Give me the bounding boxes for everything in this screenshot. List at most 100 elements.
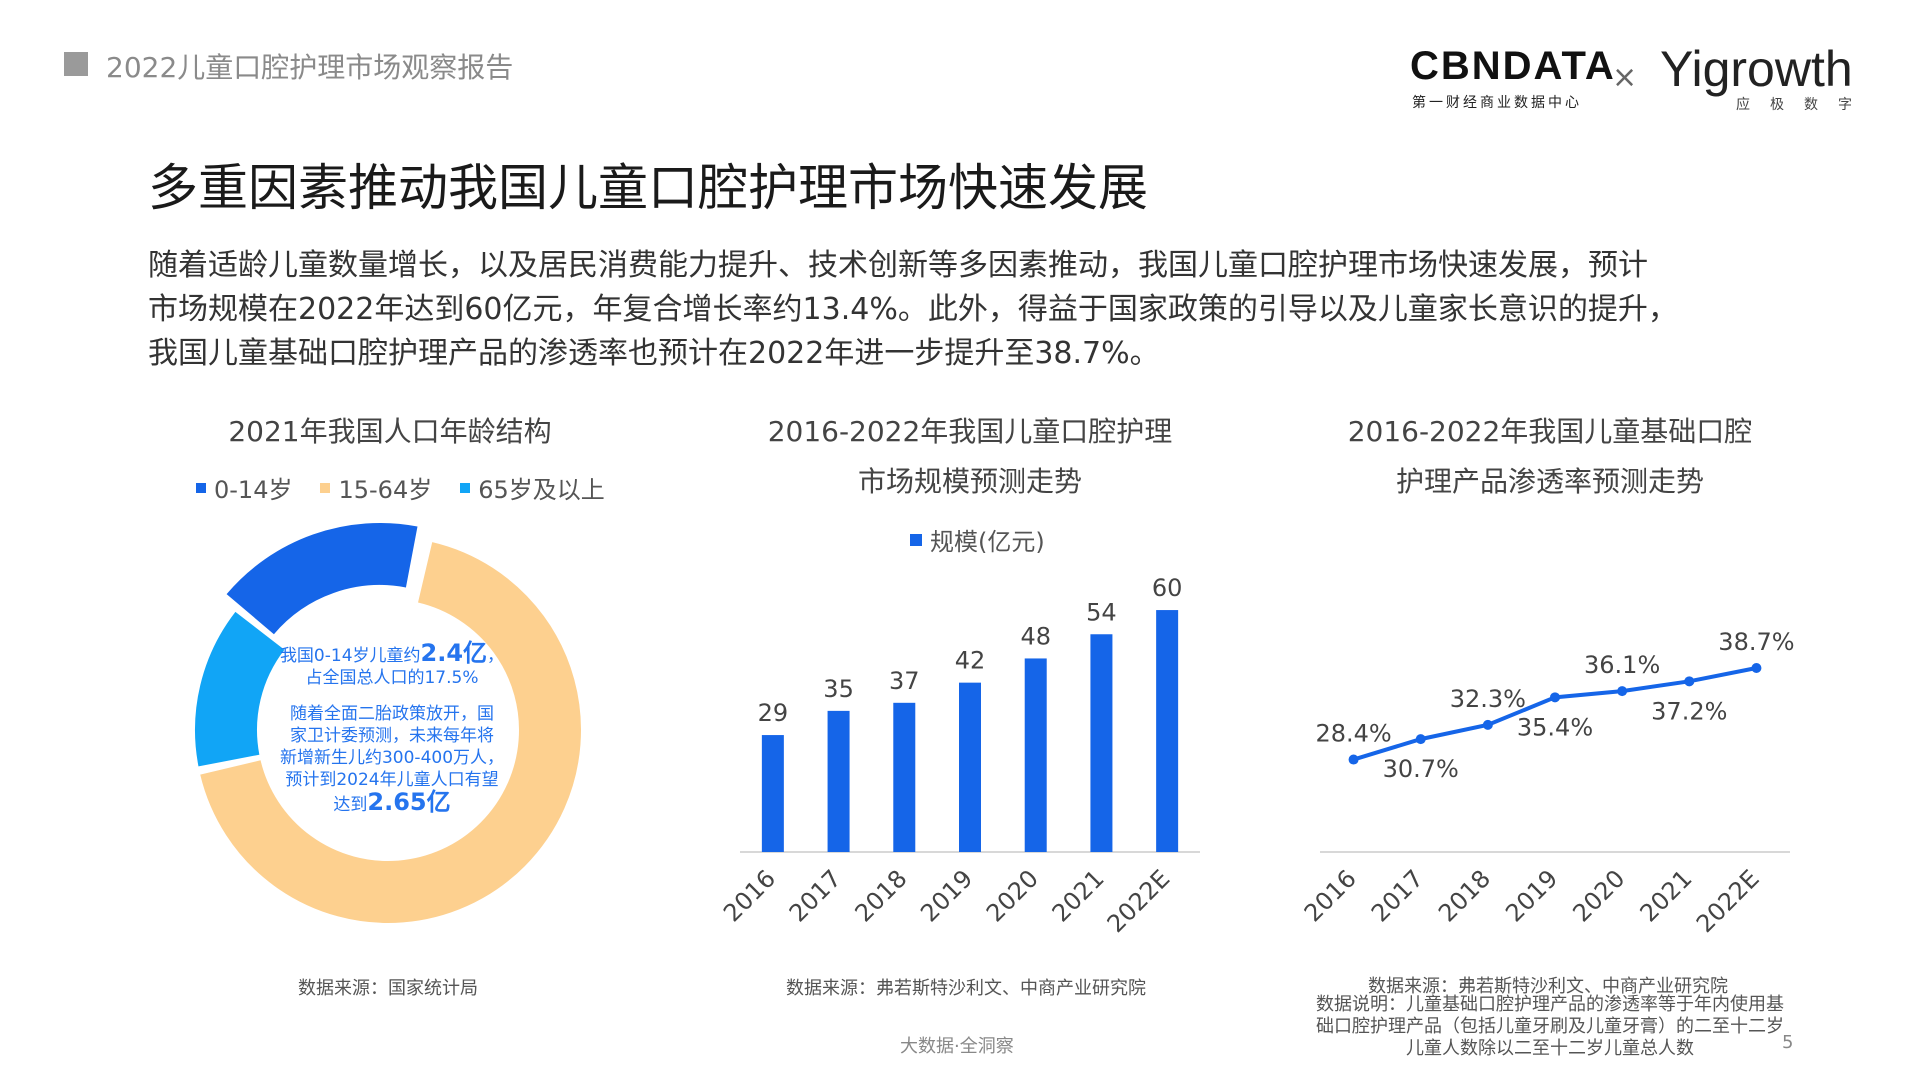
line-chart-title-line1: 2016-2022年我国儿童基础口腔 bbox=[1347, 415, 1753, 448]
legend-label: 规模(亿元) bbox=[930, 528, 1045, 556]
note-line: 儿童人数除以二至十二岁儿童总人数 bbox=[1406, 1038, 1694, 1059]
bar-value-label: 42 bbox=[955, 647, 986, 675]
x-tick-label: 2019 bbox=[1500, 864, 1563, 927]
bar-legend: 规模(亿元) bbox=[910, 522, 1045, 557]
donut-text-suffix: ， bbox=[487, 646, 505, 666]
legend-swatch-icon bbox=[910, 533, 922, 546]
x-tick-label: 2018 bbox=[850, 864, 913, 927]
point-value-label: 36.1% bbox=[1584, 651, 1660, 679]
bar-chart: 29 2016 35 2017 37 2018 42 2019 48 2020 54 2021 60 20… bbox=[720, 574, 1200, 938]
bar bbox=[1090, 634, 1113, 852]
donut-text-prefix: 我国0-14岁儿童约 bbox=[279, 646, 421, 666]
bar-value-label: 35 bbox=[823, 675, 854, 703]
line-point bbox=[1482, 719, 1493, 730]
bar bbox=[893, 702, 916, 852]
point-value-label: 28.4% bbox=[1315, 720, 1391, 748]
x-tick-label: 2019 bbox=[915, 864, 978, 927]
legend-item: 规模(亿元) bbox=[910, 522, 1045, 557]
bar bbox=[1024, 658, 1047, 852]
forecast-population-value: 2.65亿 bbox=[367, 788, 451, 816]
legend-label: 15-64岁 bbox=[338, 476, 433, 504]
donut-text-line: 我国0-14岁儿童约2.4亿， bbox=[262, 639, 522, 667]
line-point bbox=[1684, 676, 1695, 687]
x-tick-label: 2020 bbox=[1567, 864, 1630, 927]
children-population-value: 2.4亿 bbox=[420, 639, 488, 667]
point-value-label: 35.4% bbox=[1517, 713, 1593, 741]
donut-text-line: 占全国总人口的17.5% bbox=[305, 668, 479, 688]
legend-swatch-icon bbox=[460, 482, 471, 493]
bar bbox=[827, 710, 850, 852]
bar-source: 数据来源：弗若斯特沙利文、中商产业研究院 bbox=[786, 978, 1146, 999]
point-value-label: 32.3% bbox=[1450, 685, 1526, 713]
line-chart-title-line2: 护理产品渗透率预测走势 bbox=[1395, 465, 1704, 498]
donut-text-line: 预计到2024年儿童人口有望 bbox=[285, 770, 499, 790]
donut-text-line: 家卫计委预测，未来每年将 bbox=[290, 726, 494, 746]
donut-text-line: 随着全面二胎政策放开，国 bbox=[290, 704, 494, 724]
note-line: 础口腔护理产品（包括儿童牙刷及儿童牙膏）的二至十二岁 bbox=[1316, 1016, 1784, 1037]
page-title: 多重因素推动我国儿童口腔护理市场快速发展 bbox=[148, 159, 1148, 217]
bar bbox=[959, 682, 981, 852]
bar bbox=[1156, 610, 1179, 852]
donut-text-prefix: 达到 bbox=[333, 795, 368, 815]
donut-slice-0-14岁 bbox=[226, 523, 418, 635]
cbndata-logo-subtitle: 第一财经商业数据中心 bbox=[1412, 95, 1582, 111]
report-title: 2022儿童口腔护理市场观察报告 bbox=[106, 51, 514, 84]
donut-text-line: 达到2.65亿 bbox=[262, 788, 522, 816]
x-tick-label: 2022E bbox=[1691, 864, 1765, 938]
intro-line: 市场规模在2022年达到60亿元，年复合增长率约13.4%。此外，得益于国家政策… bbox=[148, 292, 1678, 327]
note-line: 数据说明：儿童基础口腔护理产品的渗透率等于年内使用基 bbox=[1316, 994, 1784, 1015]
bar-value-label: 54 bbox=[1086, 598, 1117, 626]
bar-value-label: 60 bbox=[1152, 574, 1183, 602]
bar-value-label: 48 bbox=[1020, 622, 1051, 650]
legend-label: 65岁及以上 bbox=[478, 476, 605, 504]
donut-legend: 0-14岁 15-64岁 65岁及以上 bbox=[196, 470, 605, 505]
legend-label: 0-14岁 bbox=[214, 476, 293, 504]
line-point bbox=[1550, 692, 1560, 703]
cbndata-logo: CBNDATA bbox=[1410, 44, 1616, 88]
x-tick-label: 2021 bbox=[1047, 864, 1110, 927]
bar-value-label: 37 bbox=[889, 667, 920, 695]
line-point bbox=[1617, 686, 1628, 697]
legend-item: 15-64岁 bbox=[320, 470, 432, 505]
x-tick-label: 2018 bbox=[1433, 864, 1496, 927]
bar-chart-title-line2: 市场规模预测走势 bbox=[857, 465, 1082, 498]
page-number: 5 bbox=[1782, 1032, 1794, 1053]
legend-item: 65岁及以上 bbox=[460, 470, 605, 505]
x-tick-label: 2016 bbox=[1300, 864, 1362, 927]
line-point bbox=[1415, 734, 1426, 745]
line-data-note: 数据说明：儿童基础口腔护理产品的渗透率等于年内使用基 础口腔护理产品（包括儿童牙… bbox=[1310, 994, 1790, 1060]
line-point bbox=[1348, 754, 1359, 765]
bar-value-label: 29 bbox=[758, 699, 789, 727]
legend-swatch-icon bbox=[320, 482, 331, 493]
donut-chart bbox=[195, 523, 581, 923]
donut-source: 数据来源：国家统计局 bbox=[298, 978, 478, 999]
x-tick-label: 2016 bbox=[720, 864, 781, 927]
line-chart: 28.4% 2016 30.7% 2017 32.3% 2018 35.4% 2019 36.1… bbox=[1300, 628, 1795, 938]
intro-paragraph: 随着适龄儿童数量增长，以及居民消费能力提升、技术创新等多因素推动，我国儿童口腔护… bbox=[148, 244, 1798, 376]
x-tick-label: 2021 bbox=[1635, 864, 1698, 927]
donut-center-text: 我国0-14岁儿童约2.4亿， 占全国总人口的17.5% 随着全面二胎政策放开，… bbox=[262, 639, 522, 816]
legend-swatch-icon bbox=[196, 482, 206, 493]
x-tick-label: 2022E bbox=[1102, 864, 1176, 938]
line-source: 数据来源：弗若斯特沙利文、中商产业研究院 bbox=[1368, 976, 1728, 997]
bar-chart-title-line1: 2016-2022年我国儿童口腔护理 bbox=[767, 415, 1173, 448]
donut-text-line: 新增新生儿约300-400万人， bbox=[279, 748, 505, 768]
intro-line: 随着适龄儿童数量增长，以及居民消费能力提升、技术创新等多因素推动，我国儿童口腔护… bbox=[148, 248, 1648, 283]
point-value-label: 38.7% bbox=[1718, 628, 1794, 656]
bar bbox=[761, 735, 784, 852]
intro-line: 我国儿童基础口腔护理产品的渗透率也预计在2022年进一步提升至38.7%。 bbox=[148, 336, 1160, 371]
legend-item: 0-14岁 bbox=[196, 470, 292, 505]
donut-chart-title: 2021年我国人口年龄结构 bbox=[228, 415, 552, 448]
x-tick-label: 2020 bbox=[981, 864, 1044, 927]
point-value-label: 30.7% bbox=[1383, 755, 1459, 783]
header-square-icon bbox=[64, 52, 88, 76]
line-point bbox=[1751, 663, 1762, 673]
point-value-label: 37.2% bbox=[1651, 697, 1727, 725]
yigrowth-logo-subtitle: 应极数字 bbox=[1736, 97, 1872, 113]
yigrowth-logo: Yigrowth bbox=[1660, 41, 1853, 97]
x-tick-label: 2017 bbox=[1366, 864, 1429, 927]
x-tick-label: 2017 bbox=[784, 864, 847, 927]
footer-slogan: 大数据·全洞察 bbox=[900, 1036, 1014, 1057]
donut-slice-65岁及以上 bbox=[195, 611, 285, 767]
donut-slice-15-64岁 bbox=[200, 542, 581, 923]
